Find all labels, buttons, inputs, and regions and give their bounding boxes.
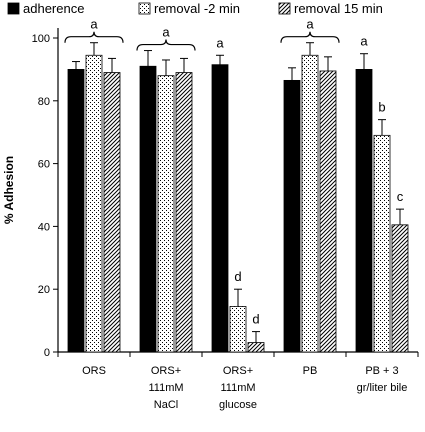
category-label: ORS+ 111mM glucose — [219, 365, 257, 411]
category-label-line: ORS+ — [151, 365, 181, 377]
brace — [280, 31, 340, 43]
category-label-line: ORS+ — [223, 365, 253, 377]
y-tick-label: 80 — [38, 96, 50, 108]
bars — [67, 42, 409, 353]
category-label-line: glucose — [219, 399, 257, 411]
significance-label: a — [216, 35, 224, 50]
brace — [64, 31, 124, 43]
significance-label: d — [252, 312, 259, 327]
category-label-line: 111mM — [220, 382, 255, 394]
bar-adherence — [355, 69, 373, 353]
significance-label: b — [378, 100, 385, 115]
bar-adherence — [211, 64, 229, 353]
bar-adherence — [139, 65, 157, 353]
category-label: PB + 3 gr/liter bile — [357, 365, 408, 394]
bar-removal--2-min — [229, 306, 247, 353]
category-label: PB — [303, 365, 318, 377]
y-axis-label: % Adhesion — [2, 156, 16, 224]
bar-removal--2-min — [301, 54, 319, 353]
category-label-line: PB + 3 — [365, 365, 398, 377]
bar-removal--2-min — [373, 134, 391, 353]
category-labels: ORS ORS+ 111mM NaCl ORS+ 111mM glucose PB PB + 3… — [82, 365, 407, 411]
legend-swatch-adherence — [7, 2, 20, 15]
bar-removal-15-min — [319, 70, 337, 353]
bar-adherence — [67, 69, 85, 353]
bar-removal-15-min — [247, 342, 265, 353]
bar-removal--2-min — [157, 75, 175, 353]
category-label-line: 111mM — [148, 382, 183, 394]
y-tick-label: 100 — [32, 33, 50, 45]
category-label: ORS+ 111mM NaCl — [148, 365, 183, 411]
bar-adherence — [283, 79, 301, 353]
y-tick-label: 60 — [38, 159, 50, 171]
bar-removal-15-min — [103, 72, 121, 353]
significance-label: a — [306, 17, 314, 32]
significance-label: d — [234, 269, 241, 284]
legend-label: removal 15 min — [294, 1, 383, 16]
category-label-line: NaCl — [154, 399, 178, 411]
significance-label: a — [162, 25, 170, 40]
y-tick-label: 20 — [38, 284, 50, 296]
category-label-line: ORS — [82, 365, 106, 377]
significance-label: a — [90, 17, 98, 32]
significance-label: a — [360, 34, 368, 49]
significance-label: c — [397, 189, 404, 204]
y-tick-label: 40 — [38, 221, 50, 233]
bar-removal-15-min — [391, 224, 409, 353]
category-label: ORS — [82, 365, 106, 377]
legend-swatch-removal--2-min — [138, 2, 151, 15]
legend-swatch-removal-15-min — [278, 2, 291, 15]
category-label-line: gr/liter bile — [357, 382, 408, 394]
category-label-line: PB — [303, 365, 318, 377]
bar-removal--2-min — [85, 54, 103, 353]
brace — [136, 39, 196, 51]
legend-label: removal -2 min — [154, 1, 240, 16]
y-tick-label: 0 — [44, 347, 50, 359]
legend-label: adherence — [23, 1, 84, 16]
bar-removal-15-min — [175, 72, 193, 353]
annotations: a a a d d a a b c — [64, 17, 404, 327]
legend: adherence removal -2 min removal 15 min — [7, 1, 383, 16]
